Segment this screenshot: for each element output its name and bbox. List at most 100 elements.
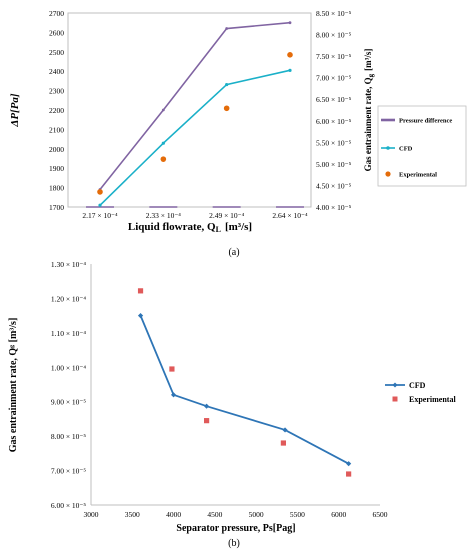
- chart-a-left-tick-label: 2700: [49, 9, 64, 18]
- chart-b-legend-marker: [392, 396, 398, 402]
- chart-a-data-point: [161, 108, 165, 112]
- chart-a-series: [97, 21, 293, 207]
- chart-a-ylabel-right-main: Gas entrainment rate, Q: [363, 77, 373, 171]
- chart-b-y-tick-label: 6.00 × 10⁻⁵: [51, 501, 87, 510]
- chart-a-right-tick-label: 6.00 × 10⁻⁵: [316, 117, 352, 126]
- chart-b-y-tick-label: 1.20 × 10⁻⁴: [51, 294, 87, 303]
- chart-b-y-tick-label: 1.30 × 10⁻⁴: [51, 260, 87, 269]
- chart-b-data-point: [137, 313, 144, 319]
- chart-a-x-tick-label: 2.64 × 10⁻⁴: [272, 211, 308, 220]
- chart-a-right-ticks: 4.00 × 10⁻⁵ 4.50 × 10⁻⁵ 5.00 × 10⁻⁵ 5.50 × …: [316, 9, 352, 212]
- chart-a-xlabel-main: Liquid flowrate, Q: [128, 221, 216, 233]
- chart-a-legend-label: Experimental: [399, 172, 437, 179]
- chart-a: 1700 1800 1900 2000 2100 2200 2300 2400 2500 2600…: [9, 9, 467, 258]
- chart-a-data-point: [287, 52, 293, 58]
- chart-a-data-point: [98, 203, 102, 207]
- chart-a-plot-area: [67, 12, 312, 208]
- chart-b-y-tick-label: 8.00 × 10⁻⁵: [51, 432, 87, 441]
- chart-b: 6.00 × 10⁻⁵ 7.00 × 10⁻⁵ 8.00 × 10⁻⁵ 9.00 × …: [8, 260, 456, 549]
- chart-a-ylabel-right-unit: [m³/s]: [363, 49, 373, 71]
- chart-b-series-line: [139, 315, 350, 465]
- chart-a-right-tick-label: 7.00 × 10⁻⁵: [316, 74, 352, 83]
- chart-b-data-point: [346, 461, 352, 467]
- chart-b-data-point: [169, 366, 175, 372]
- chart-a-legend-label: Pressure difference: [399, 118, 452, 125]
- chart-a-right-tick-label: 8.50 × 10⁻⁵: [316, 9, 352, 18]
- chart-b-ylabel: Gas entrainment rate, Qᵍ [m³/s]: [8, 318, 19, 453]
- chart-a-ylabel-right: Gas entrainment rate, Qg [m³/s]: [363, 49, 375, 172]
- chart-a-left-tick-label: 2100: [49, 125, 64, 134]
- chart-b-legend: CFD Experimental: [385, 381, 456, 404]
- chart-a-legend: Pressure difference CFD Experimental: [377, 105, 467, 187]
- chart-b-y-tick-label: 1.10 × 10⁻⁴: [51, 329, 87, 338]
- chart-a-ylabel-right-sub: g: [367, 73, 375, 77]
- chart-a-xlabel: Liquid flowrate, QL [m³/s]: [128, 221, 252, 234]
- chart-a-right-tick-label: 4.50 × 10⁻⁵: [316, 181, 352, 190]
- chart-b-x-tick-label: 4500: [207, 510, 222, 519]
- chart-b-x-tick-label: 4000: [166, 510, 181, 519]
- chart-a-left-ticks: 1700 1800 1900 2000 2100 2200 2300 2400 2500 2600…: [49, 9, 64, 212]
- chart-b-x-tick-label: 5000: [249, 510, 264, 519]
- chart-a-x-tick-label: 2.33 × 10⁻⁴: [146, 211, 182, 220]
- chart-a-right-tick-label: 5.00 × 10⁻⁵: [316, 160, 352, 169]
- chart-a-legend-marker: [386, 146, 390, 150]
- chart-b-x-tick-label: 3500: [125, 510, 140, 519]
- chart-b-y-tick-label: 7.00 × 10⁻⁵: [51, 467, 87, 476]
- chart-b-x-tick-label: 6500: [373, 510, 388, 519]
- chart-a-legend-label: CFD: [399, 146, 413, 153]
- chart-a-left-tick-label: 1900: [49, 164, 64, 173]
- chart-a-left-tick-label: 2600: [49, 28, 64, 37]
- chart-b-data-point: [170, 392, 177, 398]
- chart-a-panel-label: (a): [228, 247, 239, 258]
- chart-b-data-point: [204, 418, 210, 424]
- chart-b-data-point: [280, 440, 286, 446]
- chart-b-y-tick-label: 9.00 × 10⁻⁵: [51, 398, 87, 407]
- chart-b-data-point: [137, 288, 144, 294]
- chart-a-xlabel-unit: [m³/s]: [225, 221, 252, 233]
- chart-a-data-point: [225, 82, 229, 87]
- chart-b-legend-label: Experimental: [409, 395, 456, 404]
- chart-a-x-ticks: 2.17 × 10⁻⁴ 2.33 × 10⁻⁴ 2.49 × 10⁻⁴ 2.64 × …: [82, 206, 308, 220]
- chart-b-y-ticks: 6.00 × 10⁻⁵ 7.00 × 10⁻⁵ 8.00 × 10⁻⁵ 9.00 × …: [51, 260, 87, 510]
- chart-b-x-ticks: 3000 3500 4000 4500 5000 5500 6000 6500: [84, 510, 388, 519]
- chart-a-left-tick-label: 2300: [49, 87, 64, 96]
- chart-a-left-tick-label: 1800: [49, 184, 64, 193]
- chart-b-x-tick-label: 5500: [290, 510, 305, 519]
- chart-a-x-tick-label: 2.49 × 10⁻⁴: [209, 211, 245, 220]
- chart-b-xlabel: Separator pressure, Ps[Pag]: [176, 523, 295, 534]
- chart-b-x-tick-label: 3000: [84, 510, 99, 519]
- chart-a-series-line: [99, 69, 291, 206]
- chart-a-ylabel-left: ΔP[Pa]: [9, 93, 21, 127]
- chart-b-series: [137, 288, 352, 477]
- chart-a-right-tick-label: 8.00 × 10⁻⁵: [316, 31, 352, 40]
- chart-b-legend-marker: [392, 382, 398, 388]
- chart-b-y-tick-label: 1.00 × 10⁻⁴: [51, 363, 87, 372]
- chart-a-right-tick-label: 6.50 × 10⁻⁵: [316, 95, 352, 104]
- chart-a-data-point: [160, 156, 167, 162]
- chart-b-data-point: [346, 471, 352, 477]
- chart-a-data-point: [288, 68, 292, 72]
- chart-a-data-point: [97, 189, 103, 195]
- chart-b-data-point: [204, 403, 210, 409]
- chart-a-left-tick-label: 2400: [49, 67, 64, 76]
- chart-b-data-point: [282, 427, 288, 433]
- chart-a-left-tick-label: 2200: [49, 106, 64, 115]
- chart-a-xlabel-sub: L: [216, 225, 221, 234]
- chart-a-right-tick-label: 5.50 × 10⁻⁵: [316, 138, 352, 147]
- chart-a-data-point: [161, 141, 165, 145]
- chart-b-x-tick-label: 6000: [331, 510, 346, 519]
- chart-a-data-point: [288, 21, 292, 25]
- chart-a-series-line: [99, 21, 291, 191]
- chart-a-data-point: [225, 27, 229, 30]
- chart-a-left-tick-label: 2000: [49, 145, 64, 154]
- chart-a-x-tick-label: 2.17 × 10⁻⁴: [82, 211, 118, 220]
- chart-b-legend-label: CFD: [409, 381, 426, 390]
- chart-a-left-tick-label: 2500: [49, 48, 64, 57]
- chart-a-left-tick-label: 1700: [49, 203, 64, 212]
- chart-a-legend-marker: [385, 171, 391, 177]
- chart-a-data-point: [223, 105, 230, 112]
- chart-a-right-tick-label: 4.00 × 10⁻⁵: [316, 203, 352, 212]
- chart-b-panel-label: (b): [228, 538, 240, 549]
- chart-a-right-tick-label: 7.50 × 10⁻⁵: [316, 52, 352, 61]
